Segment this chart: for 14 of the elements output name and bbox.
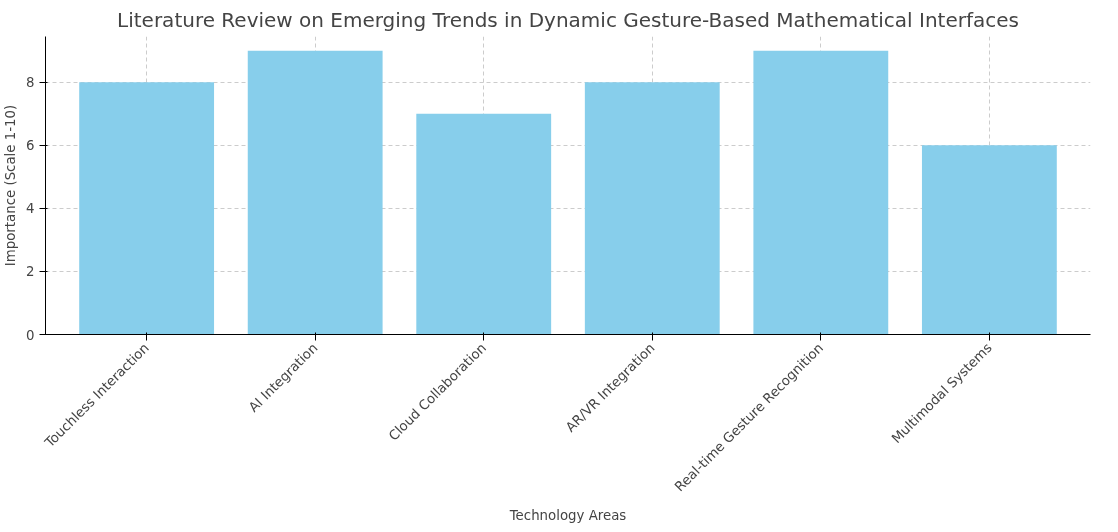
bar (921, 145, 1057, 335)
chart-title: Literature Review on Emerging Trends in Dynamic Gesture-Based Mathematical Interfaces (117, 7, 1019, 32)
bar (416, 113, 552, 335)
bar (247, 50, 383, 335)
x-axis-title: Technology Areas (508, 507, 627, 523)
bar (584, 82, 720, 335)
y-tick-label: 8 (26, 75, 35, 91)
bar (753, 50, 889, 335)
y-tick-label: 6 (26, 138, 35, 154)
y-axis-title: Importance (Scale 1-10) (3, 104, 19, 267)
y-tick-label: 4 (26, 201, 35, 217)
bar (79, 82, 215, 335)
y-tick-label: 0 (26, 327, 35, 343)
y-tick-label: 2 (26, 264, 35, 280)
